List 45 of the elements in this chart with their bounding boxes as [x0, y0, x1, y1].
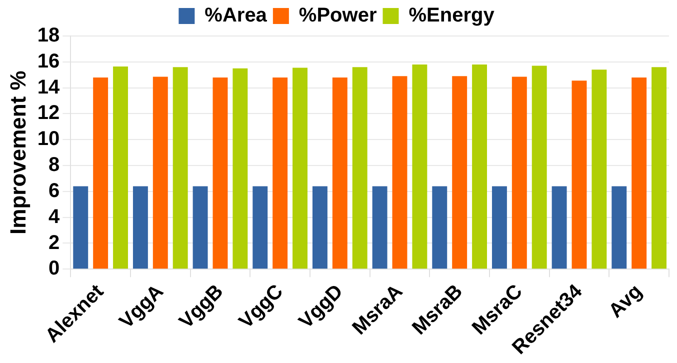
bar — [512, 76, 527, 269]
bar — [73, 186, 88, 269]
bar — [632, 77, 647, 269]
y-tick-label: 4 — [48, 206, 61, 228]
bar — [252, 186, 268, 269]
bar — [592, 70, 607, 269]
bar — [192, 186, 208, 269]
bar — [272, 77, 288, 269]
bar — [432, 186, 448, 269]
y-tick-label: 18 — [37, 24, 60, 47]
bar — [113, 66, 128, 269]
bar — [212, 77, 228, 269]
x-tick-label: Avg — [604, 280, 647, 322]
bar — [472, 64, 487, 269]
bar — [292, 68, 308, 269]
y-tick-label: 14 — [37, 76, 61, 98]
y-tick-label: 16 — [37, 50, 60, 72]
legend-label: %Power — [298, 4, 377, 27]
y-tick-label: 0 — [48, 258, 60, 280]
bar — [612, 186, 627, 269]
y-tick-label: 6 — [48, 180, 60, 202]
bar — [152, 76, 168, 269]
bar — [93, 77, 108, 269]
bar — [552, 186, 567, 269]
bar — [312, 186, 328, 269]
bar — [452, 76, 468, 269]
bar — [172, 67, 188, 269]
bar — [372, 186, 388, 269]
y-tick-label: 12 — [37, 102, 60, 124]
bar — [532, 66, 547, 269]
bar — [132, 186, 148, 269]
legend-label: %Area — [204, 4, 268, 27]
bar — [412, 64, 428, 269]
legend-label: %Energy — [408, 4, 496, 27]
bar — [572, 80, 587, 269]
bar — [392, 76, 408, 269]
bar — [352, 67, 368, 269]
bar — [332, 77, 348, 269]
y-tick-label: 8 — [48, 154, 60, 176]
bar — [232, 68, 248, 269]
y-axis-title: Improvement % — [5, 70, 30, 234]
bar — [492, 186, 507, 269]
y-tick-label: 10 — [37, 128, 60, 150]
y-tick-label: 2 — [48, 232, 60, 254]
bar — [652, 67, 667, 269]
